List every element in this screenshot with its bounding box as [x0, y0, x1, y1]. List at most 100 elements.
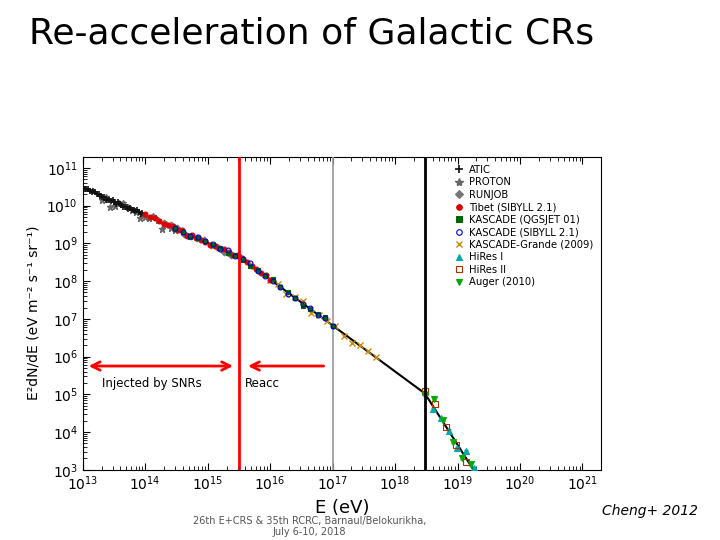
Text: Re-acceleration of Galactic CRs: Re-acceleration of Galactic CRs	[29, 16, 594, 50]
Auger (2010)	[467, 461, 475, 468]
PROTON	[123, 204, 132, 210]
KASCADE-Grande (2009)	[331, 323, 340, 329]
KASCADE (QGSJET 01)	[208, 241, 217, 248]
KASCADE-Grande (2009)	[282, 291, 291, 298]
KASCADE (QGSJET 01)	[201, 238, 210, 245]
ATIC	[78, 184, 87, 191]
ATIC	[112, 200, 120, 207]
ATIC	[117, 201, 126, 208]
KASCADE (QGSJET 01)	[238, 256, 247, 263]
Tibet (SIBYLL 2.1)	[220, 246, 228, 252]
KASCADE (QGSJET 01)	[261, 272, 269, 279]
KASCADE (QGSJET 01)	[253, 267, 262, 274]
KASCADE (QGSJET 01)	[246, 262, 254, 269]
Auger (2010)	[504, 522, 513, 528]
PROTON	[97, 197, 106, 203]
Y-axis label: E²dN/dE (eV m⁻² s⁻¹ sr⁻¹): E²dN/dE (eV m⁻² s⁻¹ sr⁻¹)	[27, 226, 41, 401]
Tibet (SIBYLL 2.1)	[145, 214, 154, 220]
PROTON	[110, 203, 119, 210]
HiRes I	[428, 406, 437, 413]
ATIC	[126, 205, 135, 211]
PROTON	[106, 204, 114, 210]
HiRes I	[445, 428, 454, 434]
Tibet (SIBYLL 2.1)	[224, 249, 233, 255]
RUNJOB	[160, 219, 168, 226]
KASCADE (QGSJET 01)	[321, 314, 330, 321]
ATIC	[124, 206, 132, 212]
PROTON	[132, 209, 140, 215]
ATIC	[131, 208, 140, 215]
HiRes I	[494, 510, 503, 516]
RUNJOB	[213, 244, 222, 251]
Line: ATIC: ATIC	[79, 184, 146, 218]
PROTON	[102, 194, 110, 200]
KASCADE (QGSJET 01)	[216, 245, 225, 252]
ATIC	[127, 207, 136, 213]
Line: KASCADE (QGSJET 01): KASCADE (QGSJET 01)	[173, 226, 335, 328]
Tibet (SIBYLL 2.1)	[192, 234, 200, 241]
Tibet (SIBYLL 2.1)	[164, 222, 173, 228]
PROTON	[119, 200, 127, 207]
KASCADE (SIBYLL 2.1)	[208, 241, 217, 247]
ATIC	[115, 201, 124, 207]
PROTON	[153, 217, 162, 223]
Text: 26th E+CRS & 35th RCRC, Barnaul/Belokurikha,
July 6-10, 2018: 26th E+CRS & 35th RCRC, Barnaul/Belokuri…	[193, 516, 426, 537]
ATIC	[87, 188, 96, 195]
RUNJOB	[220, 249, 228, 255]
ATIC	[94, 191, 103, 197]
Tibet (SIBYLL 2.1)	[210, 243, 219, 249]
HiRes I	[420, 389, 429, 395]
ATIC	[82, 185, 91, 192]
Tibet (SIBYLL 2.1)	[261, 272, 270, 279]
Line: KASCADE (SIBYLL 2.1): KASCADE (SIBYLL 2.1)	[173, 226, 335, 329]
KASCADE (SIBYLL 2.1)	[261, 273, 269, 280]
KASCADE (SIBYLL 2.1)	[269, 278, 277, 285]
Tibet (SIBYLL 2.1)	[197, 237, 205, 243]
Tibet (SIBYLL 2.1)	[168, 223, 177, 230]
Tibet (SIBYLL 2.1)	[150, 215, 159, 222]
Tibet (SIBYLL 2.1)	[243, 259, 251, 265]
Auger (2010)	[430, 395, 438, 402]
Tibet (SIBYLL 2.1)	[187, 232, 196, 238]
ATIC	[135, 209, 143, 215]
PROTON	[114, 200, 123, 206]
KASCADE (QGSJET 01)	[231, 252, 240, 259]
KASCADE-Grande (2009)	[364, 348, 372, 354]
Tibet (SIBYLL 2.1)	[178, 227, 186, 233]
Tibet (SIBYLL 2.1)	[174, 226, 182, 233]
RUNJOB	[173, 225, 181, 231]
Line: Tibet (SIBYLL 2.1): Tibet (SIBYLL 2.1)	[143, 212, 273, 282]
KASCADE-Grande (2009)	[372, 354, 381, 360]
PROTON	[171, 227, 179, 234]
ATIC	[89, 187, 98, 194]
HiRes I	[510, 526, 518, 533]
KASCADE-Grande (2009)	[323, 318, 332, 324]
HiRes II	[493, 503, 502, 509]
Text: Reacc: Reacc	[246, 377, 280, 390]
KASCADE (SIBYLL 2.1)	[193, 234, 202, 240]
Tibet (SIBYLL 2.1)	[201, 238, 210, 245]
Tibet (SIBYLL 2.1)	[155, 218, 163, 224]
Auger (2010)	[449, 438, 457, 445]
RUNJOB	[207, 242, 215, 248]
PROTON	[140, 214, 149, 220]
PROTON	[127, 206, 136, 213]
HiRes II	[441, 424, 450, 430]
Auger (2010)	[439, 417, 448, 423]
KASCADE (QGSJET 01)	[186, 233, 194, 240]
Tibet (SIBYLL 2.1)	[229, 252, 238, 258]
PROTON	[158, 226, 166, 232]
ATIC	[105, 197, 114, 203]
KASCADE-Grande (2009)	[290, 294, 299, 300]
KASCADE-Grande (2009)	[307, 310, 315, 316]
Tibet (SIBYLL 2.1)	[141, 211, 150, 218]
KASCADE (QGSJET 01)	[306, 306, 315, 312]
ATIC	[99, 193, 108, 200]
KASCADE (SIBYLL 2.1)	[313, 312, 322, 319]
ATIC	[91, 189, 99, 195]
KASCADE (SIBYLL 2.1)	[231, 253, 240, 260]
Text: Cheng+ 2012: Cheng+ 2012	[603, 504, 698, 518]
Tibet (SIBYLL 2.1)	[252, 266, 261, 272]
Line: HiRes II: HiRes II	[422, 388, 541, 540]
ATIC	[102, 197, 110, 203]
